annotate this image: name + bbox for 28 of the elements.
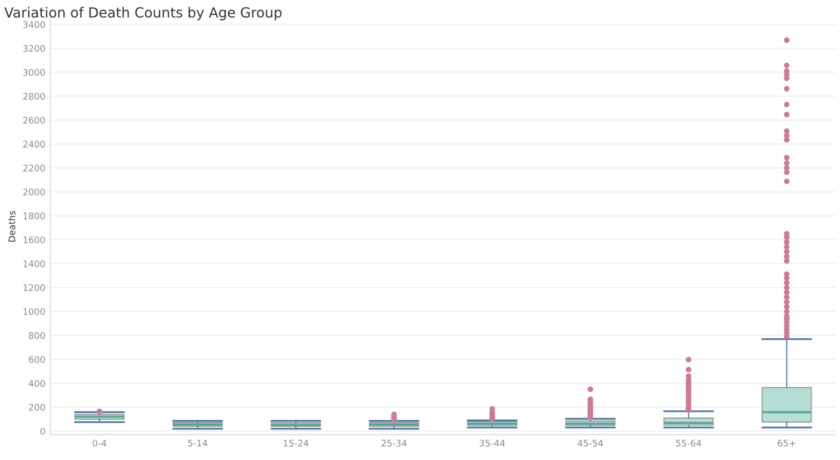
x-tick-label: 45-54	[578, 440, 603, 447]
y-tick-label: 2400	[23, 140, 45, 148]
y-tick-label: 0	[40, 428, 45, 435]
x-tick-label: 35-44	[480, 440, 505, 447]
x-tick-label: 15-24	[284, 440, 308, 447]
y-tick-label: 3400	[23, 21, 45, 28]
x-tick-label: 0-4	[92, 440, 106, 447]
y-tick-label: 1600	[24, 236, 45, 244]
y-tick-label: 2200	[23, 164, 45, 172]
y-tick-label: 1800	[24, 212, 45, 220]
y-tick-label: 1200	[24, 284, 45, 292]
y-tick-label: 1400	[24, 260, 45, 268]
x-tick-label: 5-14	[188, 440, 208, 447]
x-tick-label: 55-64	[676, 440, 702, 447]
y-tick-label: 800	[28, 332, 45, 339]
x-tick-label: 25-34	[382, 440, 407, 447]
y-tick-label: 2800	[23, 92, 45, 100]
y-tick-label: 2600	[23, 116, 45, 124]
y-tick-label: 3000	[23, 68, 45, 76]
y-tick-label: 1000	[24, 308, 45, 316]
y-tick-label: 3200	[23, 45, 45, 52]
y-tick-label: 600	[28, 356, 45, 363]
y-tick-label: 400	[28, 380, 45, 387]
chart-title: Variation of Death Counts by Age Group	[4, 6, 282, 20]
y-axis-title: Deaths	[8, 210, 16, 242]
x-tick-label: 65+	[778, 440, 796, 447]
y-tick-label: 200	[28, 404, 45, 411]
y-tick-label: 2000	[23, 188, 45, 196]
